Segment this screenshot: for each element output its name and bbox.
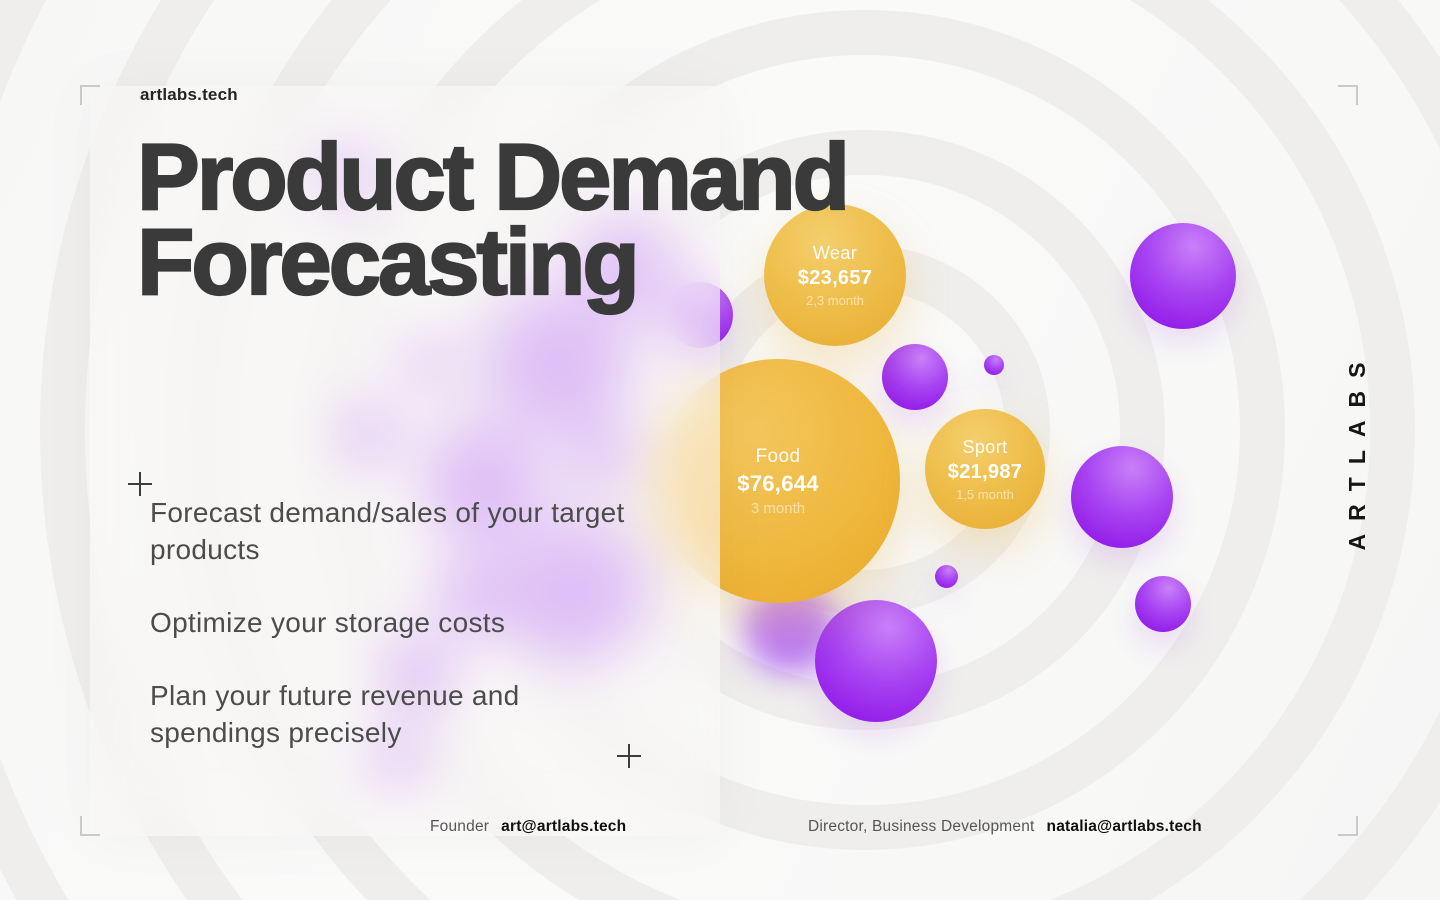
purple-orb <box>1071 446 1173 548</box>
bubble-value: $21,987 <box>947 460 1023 483</box>
purple-orb <box>984 355 1004 375</box>
corner-bracket-icon <box>1338 85 1358 105</box>
bubble-value: $23,657 <box>797 266 873 289</box>
contact-email: art@artlabs.tech <box>501 818 627 835</box>
bubble-label: Food <box>755 445 801 467</box>
purple-orb <box>1130 223 1236 329</box>
plus-icon <box>128 472 152 496</box>
bubble-value: $76,644 <box>737 470 819 496</box>
corner-bracket-icon <box>80 85 100 105</box>
plus-icon <box>617 744 641 768</box>
page-title-line2: Forecasting <box>136 209 641 314</box>
bubble-label: Wear <box>812 242 858 263</box>
chart-bubble-sport: Sport $21,987 1,5 month <box>925 409 1045 529</box>
corner-bracket-icon <box>1338 816 1358 836</box>
purple-orb <box>1135 576 1191 632</box>
purple-orb <box>882 344 948 410</box>
page-title: Product Demand Forecasting <box>136 124 851 314</box>
contact-email: natalia@artlabs.tech <box>1046 818 1202 835</box>
feature-item: Forecast demand/sales of your target pro… <box>150 497 625 565</box>
corner-bracket-icon <box>80 816 100 836</box>
brand-logo: artlabs.tech <box>140 85 238 104</box>
purple-orb <box>935 565 958 588</box>
bubble-duration: 2,3 month <box>806 292 864 308</box>
feature-item: Optimize your storage costs <box>150 607 506 638</box>
feature-list: Forecast demand/sales of your target pro… <box>150 494 650 787</box>
frosted-glass-panel <box>90 86 720 836</box>
contact-founder: Founder art@artlabs.tech <box>430 818 626 836</box>
contact-role: Director, Business Development <box>808 818 1035 835</box>
contact-role: Founder <box>430 818 490 835</box>
vertical-brand-label: ARTLABS <box>1344 349 1370 551</box>
contact-director: Director, Business Development natalia@a… <box>808 818 1202 836</box>
feature-item: Plan your future revenue and spendings p… <box>150 680 520 748</box>
bubble-duration: 1,5 month <box>956 486 1014 502</box>
purple-orb <box>815 600 937 722</box>
bubble-label: Sport <box>962 436 1008 457</box>
bubble-duration: 3 month <box>750 499 806 517</box>
page-title-line1: Product Demand <box>136 124 851 229</box>
chart-bubble-wear: Wear $23,657 2,3 month <box>764 204 906 346</box>
